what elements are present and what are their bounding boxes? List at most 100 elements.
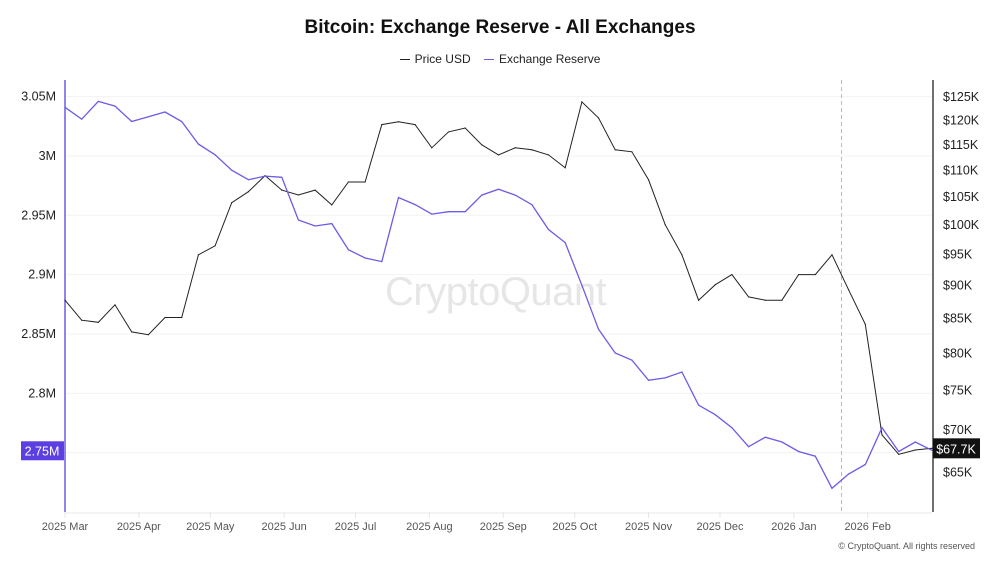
data-point-reserve [914, 441, 916, 443]
right-tick-label: $110K [943, 163, 979, 177]
data-point-reserve [564, 241, 566, 244]
data-point-price [131, 331, 133, 333]
data-point-reserve [614, 352, 616, 354]
left-tick-label: 3.05M [21, 90, 56, 104]
data-point-price [714, 284, 716, 286]
right-tick-label: $75K [943, 383, 973, 397]
data-point-price [164, 316, 166, 319]
data-point-reserve [231, 169, 233, 171]
data-point-price [481, 144, 483, 146]
legend-item-price[interactable]: Price USD [399, 52, 471, 67]
data-point-price [114, 304, 116, 306]
data-point-price [64, 299, 66, 301]
data-point-reserve [714, 414, 716, 416]
right-tick-label: $100K [943, 218, 980, 232]
data-point-reserve [414, 204, 416, 206]
legend-label-price: Price USD [414, 52, 471, 67]
right-tick-label: $115K [943, 138, 979, 152]
data-point-price [697, 299, 700, 301]
data-point-price [914, 449, 916, 451]
data-point-reserve [464, 211, 466, 213]
legend-swatch-reserve [483, 58, 494, 60]
data-point-reserve [631, 359, 633, 361]
data-point-price [597, 117, 600, 119]
data-point-reserve [81, 118, 83, 120]
data-point-reserve [347, 249, 350, 251]
x-tick-label: 2025 Jul [335, 521, 377, 533]
data-point-reserve [798, 450, 800, 453]
data-point-price [414, 124, 416, 126]
data-point-price [314, 189, 316, 191]
data-point-price [447, 131, 450, 133]
data-point-price [798, 273, 800, 276]
data-point-reserve [764, 436, 766, 438]
data-point-price [664, 224, 666, 226]
left-tick-label: 2.9M [28, 268, 56, 282]
x-tick-label: 2025 Mar [42, 521, 89, 533]
data-point-price [781, 299, 783, 301]
left-current-label: 2.75M [25, 444, 60, 458]
data-point-price [898, 453, 900, 455]
left-tick-label: 2.95M [21, 208, 56, 222]
data-point-reserve [848, 473, 850, 475]
legend-label-reserve: Exchange Reserve [498, 52, 601, 67]
legend-item-reserve[interactable]: Exchange Reserve [483, 52, 601, 67]
data-point-reserve [881, 427, 883, 429]
x-tick-label: 2025 Oct [552, 521, 597, 533]
data-point-price [331, 204, 333, 206]
x-tick-label: 2025 Sep [480, 521, 527, 533]
data-point-reserve [164, 111, 166, 113]
legend-swatch-price [399, 58, 410, 60]
data-point-price [181, 316, 183, 319]
data-point-reserve [447, 211, 450, 213]
data-point-reserve [681, 371, 683, 373]
data-point-reserve [314, 225, 316, 227]
data-point-price [464, 127, 466, 129]
copyright-footer: © CryptoQuant. All rights reserved [838, 541, 975, 551]
data-point-reserve [364, 257, 366, 259]
data-point-reserve [647, 379, 650, 381]
data-point-reserve [697, 404, 700, 406]
right-current-label: $67.7K [936, 442, 976, 456]
data-point-reserve [514, 194, 516, 196]
data-point-price [581, 101, 583, 103]
data-point-reserve [397, 196, 400, 199]
legend: Price USD Exchange Reserve [0, 49, 1000, 66]
data-point-price [681, 254, 683, 256]
right-tick-label: $85K [943, 312, 973, 326]
data-point-price [848, 289, 850, 291]
watermark-logo: CryptoQuant [385, 270, 607, 314]
data-point-reserve [64, 106, 66, 108]
data-point-reserve [281, 176, 283, 178]
data-point-reserve [131, 120, 133, 123]
data-point-reserve [214, 154, 216, 156]
data-point-reserve [864, 463, 866, 466]
data-point-reserve [747, 446, 750, 448]
x-tick-label: 2025 Dec [696, 521, 744, 533]
left-tick-label: 2.85M [21, 327, 56, 341]
right-tick-label: $65K [943, 466, 973, 480]
x-tick-label: 2025 Apr [117, 521, 161, 533]
data-point-reserve [264, 175, 266, 177]
right-tick-label: $120K [943, 113, 980, 127]
data-point-reserve [147, 116, 149, 118]
data-point-price [347, 181, 350, 183]
x-tick-label: 2025 Nov [625, 521, 673, 533]
data-point-reserve [898, 450, 900, 453]
data-point-price [397, 121, 400, 123]
chart-title: Bitcoin: Exchange Reserve - All Exchange… [304, 17, 696, 38]
data-point-reserve [114, 105, 116, 107]
data-point-reserve [297, 219, 300, 221]
right-tick-label: $95K [943, 248, 973, 262]
data-point-reserve [781, 441, 783, 443]
data-point-price [297, 194, 300, 196]
x-tick-label: 2026 Feb [844, 521, 890, 533]
data-point-reserve [481, 194, 483, 196]
data-point-reserve [381, 260, 383, 263]
data-point-price [747, 296, 750, 298]
data-point-price [381, 124, 383, 126]
data-point-price [881, 434, 883, 436]
data-point-reserve [547, 228, 550, 231]
data-point-price [931, 447, 933, 449]
